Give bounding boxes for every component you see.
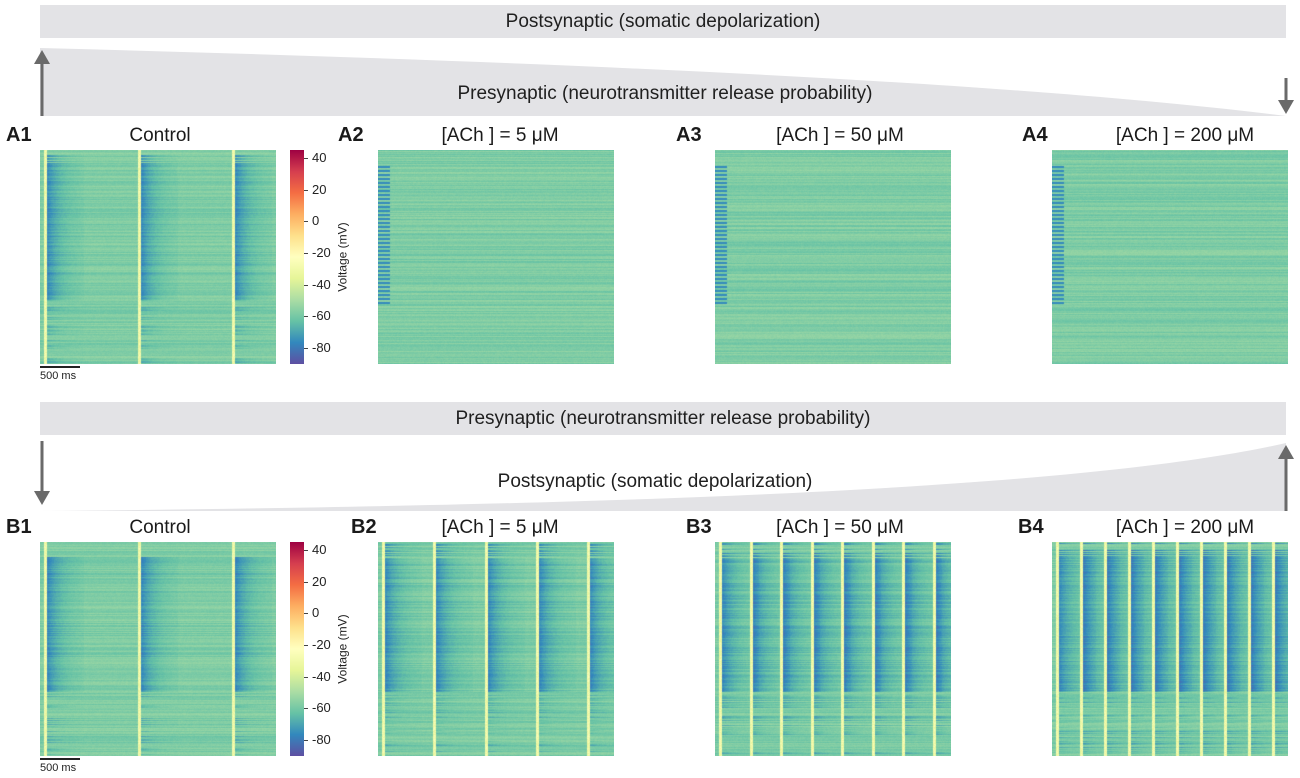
panel-label-a3: A3: [676, 124, 702, 146]
colorbar-tick-label: 0: [312, 605, 320, 621]
colorbar-tick-label: -40: [312, 668, 331, 684]
heatmap-b4: [1052, 542, 1288, 756]
scale-bar-b-label: 500 ms: [40, 762, 77, 774]
colorbar-tick-mark: [304, 708, 308, 710]
colorbar-tick-mark: [304, 549, 308, 551]
colorbar-tick-mark: [304, 348, 308, 350]
colorbar-tick-mark: [304, 221, 308, 223]
down-arrow-icon: [1278, 78, 1294, 114]
heatmap-a2: [378, 150, 614, 364]
presynaptic-bar-b-label: Presynaptic (neurotransmitter release pr…: [455, 407, 871, 429]
heatmap-b1: [40, 542, 276, 756]
postsynaptic-bar-a-label: Postsynaptic (somatic depolarization): [505, 10, 821, 32]
colorbar-tick-label: -80: [312, 732, 331, 748]
colorbar-tick-mark: [304, 581, 308, 583]
colorbar-tick-label: 40: [312, 541, 327, 557]
heatmap-b2: [378, 542, 614, 756]
panel-title-a2: [ACh ] = 5 μM: [441, 125, 559, 146]
colorbar-b-title: Voltage (mV): [335, 614, 350, 684]
colorbar-tick-label: -20: [312, 637, 331, 653]
panel-label-b4: B4: [1018, 516, 1044, 538]
panel-label-b1: B1: [6, 516, 32, 538]
panel-title-a4: [ACh ] = 200 μM: [1115, 125, 1255, 146]
panel-label-a1: A1: [6, 124, 32, 146]
panel-title-a3: [ACh ] = 50 μM: [776, 125, 904, 146]
colorbar-a: [290, 150, 304, 364]
panel-label-b2: B2: [351, 516, 377, 538]
colorbar-tick-mark: [304, 676, 308, 678]
panel-title-a1: Control: [129, 125, 191, 146]
colorbar-a-title: Voltage (mV): [335, 222, 350, 292]
heatmap-b3: [715, 542, 951, 756]
colorbar-tick-label: -80: [312, 340, 331, 356]
panel-title-b3: [ACh ] = 50 μM: [776, 517, 904, 538]
colorbar-tick-mark: [304, 740, 308, 742]
colorbar-tick-mark: [304, 253, 308, 255]
postsynaptic-bar-a: Postsynaptic (somatic depolarization): [40, 5, 1286, 38]
panel-label-a2: A2: [338, 124, 364, 146]
colorbar-tick-label: -40: [312, 276, 331, 292]
scale-bar-a: [40, 366, 80, 368]
colorbar-tick-mark: [304, 613, 308, 615]
scale-bar-b: [40, 758, 80, 760]
colorbar-tick-label: -60: [312, 700, 331, 716]
panel-title-b1: Control: [129, 517, 191, 538]
scale-bar-a-label: 500 ms: [40, 370, 77, 382]
panel-label-a4: A4: [1022, 124, 1048, 146]
colorbar-tick-label: 40: [312, 149, 327, 165]
heatmap-a3: [715, 150, 951, 364]
colorbar-tick-label: 0: [312, 213, 320, 229]
up-arrow-icon: [34, 50, 50, 116]
panel-title-b4: [ACh ] = 200 μM: [1115, 517, 1255, 538]
postsynaptic-wedge-b-label: Postsynaptic (somatic depolarization): [497, 471, 813, 492]
colorbar-tick-mark: [304, 157, 308, 159]
down-arrow-icon: [34, 441, 50, 505]
colorbar-tick-mark: [304, 645, 308, 647]
presynaptic-wedge-a: [34, 48, 1294, 116]
colorbar-tick-label: -60: [312, 308, 331, 324]
colorbar-tick-mark: [304, 189, 308, 191]
presynaptic-bar-b: Presynaptic (neurotransmitter release pr…: [40, 402, 1286, 435]
colorbar-tick-mark: [304, 316, 308, 318]
heatmap-a1: [40, 150, 276, 364]
panel-title-b2: [ACh ] = 5 μM: [441, 517, 559, 538]
colorbar-b: [290, 542, 304, 756]
panel-label-b3: B3: [686, 516, 712, 538]
heatmap-a4: [1052, 150, 1288, 364]
postsynaptic-wedge-b: [34, 441, 1294, 511]
colorbar-tick-label: -20: [312, 245, 331, 261]
colorbar-tick-label: 20: [312, 181, 327, 197]
colorbar-tick-label: 20: [312, 573, 327, 589]
up-arrow-icon: [1278, 445, 1294, 511]
presynaptic-wedge-a-label: Presynaptic (neurotransmitter release pr…: [457, 83, 873, 104]
colorbar-tick-mark: [304, 284, 308, 286]
